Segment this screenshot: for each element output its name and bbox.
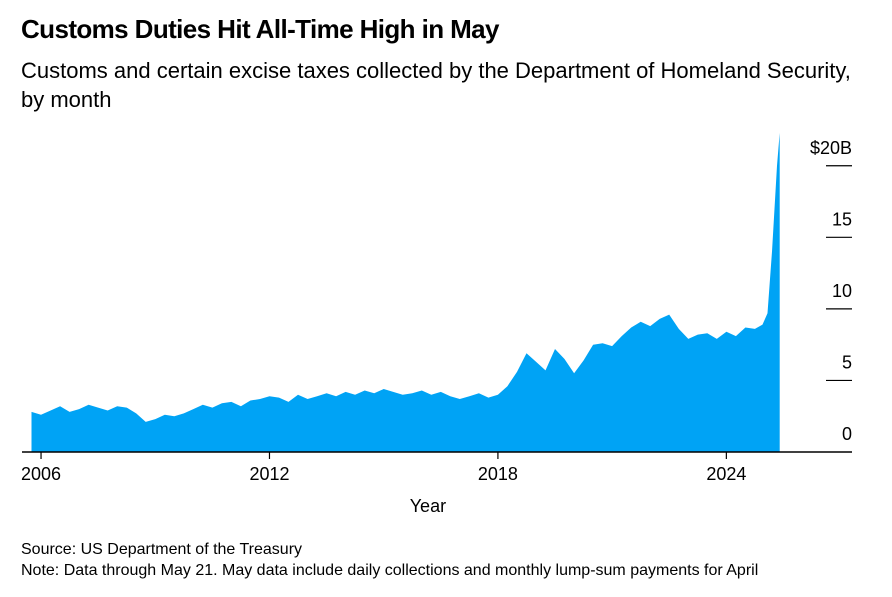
chart-title: Customs Duties Hit All-Time High in May <box>21 14 499 44</box>
x-tick-label: 2012 <box>249 464 289 484</box>
plot-area <box>22 132 852 453</box>
x-axis: 2006 2012 2018 2024 <box>21 452 746 484</box>
y-tick-label: 5 <box>842 352 852 372</box>
y-axis: 0 5 10 15 $20B <box>810 138 852 444</box>
x-tick-label: 2018 <box>478 464 518 484</box>
data-note: Note: Data through May 21. May data incl… <box>21 562 759 579</box>
y-tick-label: 0 <box>842 424 852 444</box>
x-tick-label: 2006 <box>21 464 61 484</box>
y-tick-label: 15 <box>832 209 852 229</box>
x-axis-title: Year <box>410 496 446 516</box>
chart-subtitle: Customs and certain excise taxes collect… <box>21 58 851 112</box>
y-tick-label: $20B <box>810 138 852 158</box>
area-series-0 <box>31 132 780 452</box>
y-tick-label: 10 <box>832 281 852 301</box>
source-note: Source: US Department of the Treasury <box>21 541 303 558</box>
x-tick-label: 2024 <box>706 464 746 484</box>
